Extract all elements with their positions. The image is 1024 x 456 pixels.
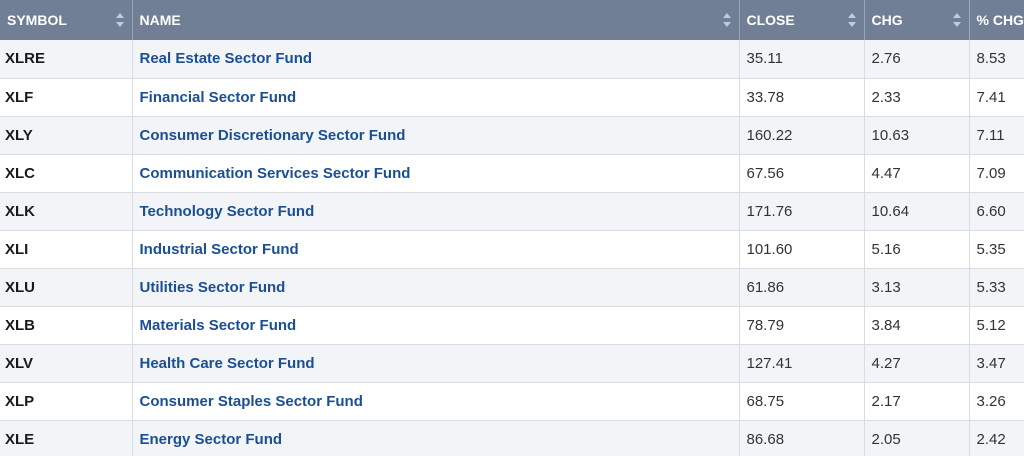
table-row: XLE Energy Sector Fund 86.68 2.05 2.42 bbox=[0, 420, 1024, 456]
fund-name-link[interactable]: Technology Sector Fund bbox=[139, 202, 315, 220]
table-row: XLF Financial Sector Fund 33.78 2.33 7.4… bbox=[0, 78, 1024, 117]
pct-chg-cell: 2.42 bbox=[969, 420, 1024, 456]
name-cell: Financial Sector Fund bbox=[132, 78, 740, 117]
pct-chg-cell: 5.35 bbox=[969, 230, 1024, 269]
close-cell: 33.78 bbox=[739, 78, 865, 117]
sort-arrows-icon[interactable] bbox=[115, 13, 124, 27]
pct-chg-cell: 3.47 bbox=[969, 344, 1024, 383]
fund-name-link[interactable]: Consumer Discretionary Sector Fund bbox=[139, 126, 406, 144]
column-header-close[interactable]: CLOSE bbox=[739, 0, 865, 40]
pct-chg-cell: 5.12 bbox=[969, 306, 1024, 345]
column-header-symbol[interactable]: SYMBOL bbox=[0, 0, 133, 40]
close-cell: 35.11 bbox=[739, 40, 865, 79]
fund-name-link[interactable]: Real Estate Sector Fund bbox=[139, 50, 313, 68]
name-cell: Materials Sector Fund bbox=[132, 306, 740, 345]
pct-chg-cell: 8.53 bbox=[969, 40, 1024, 79]
sort-arrows-icon[interactable] bbox=[952, 13, 961, 27]
symbol-cell: XLK bbox=[0, 192, 133, 231]
symbol-cell: XLI bbox=[0, 230, 133, 269]
chg-cell: 3.84 bbox=[864, 306, 970, 345]
chg-cell: 2.05 bbox=[864, 420, 970, 456]
name-cell: Technology Sector Fund bbox=[132, 192, 740, 231]
symbol-cell: XLC bbox=[0, 154, 133, 193]
fund-name-link[interactable]: Materials Sector Fund bbox=[139, 316, 297, 334]
close-cell: 67.56 bbox=[739, 154, 865, 193]
close-cell: 171.76 bbox=[739, 192, 865, 231]
chg-cell: 2.17 bbox=[864, 382, 970, 421]
name-cell: Communication Services Sector Fund bbox=[132, 154, 740, 193]
table-row: XLU Utilities Sector Fund 61.86 3.13 5.3… bbox=[0, 268, 1024, 307]
chg-cell: 10.64 bbox=[864, 192, 970, 231]
symbol-cell: XLB bbox=[0, 306, 133, 345]
sort-arrows-icon[interactable] bbox=[722, 13, 731, 27]
table-row: XLI Industrial Sector Fund 101.60 5.16 5… bbox=[0, 230, 1024, 269]
table-header: SYMBOL NAME CLOSE CHG % CHG bbox=[0, 0, 1024, 40]
table-row: XLV Health Care Sector Fund 127.41 4.27 … bbox=[0, 344, 1024, 383]
pct-chg-cell: 5.33 bbox=[969, 268, 1024, 307]
column-header-pct-chg[interactable]: % CHG bbox=[969, 0, 1024, 40]
chg-cell: 2.33 bbox=[864, 78, 970, 117]
symbol-cell: XLF bbox=[0, 78, 133, 117]
fund-name-link[interactable]: Industrial Sector Fund bbox=[139, 240, 299, 258]
chg-cell: 4.47 bbox=[864, 154, 970, 193]
name-cell: Health Care Sector Fund bbox=[132, 344, 740, 383]
table-row: XLK Technology Sector Fund 171.76 10.64 … bbox=[0, 192, 1024, 231]
sort-arrows-icon[interactable] bbox=[847, 13, 856, 27]
name-cell: Industrial Sector Fund bbox=[132, 230, 740, 269]
symbol-cell: XLRE bbox=[0, 40, 133, 79]
column-header-name[interactable]: NAME bbox=[132, 0, 740, 40]
table-row: XLY Consumer Discretionary Sector Fund 1… bbox=[0, 116, 1024, 155]
table-row: XLP Consumer Staples Sector Fund 68.75 2… bbox=[0, 382, 1024, 421]
chg-cell: 4.27 bbox=[864, 344, 970, 383]
chg-cell: 3.13 bbox=[864, 268, 970, 307]
chg-cell: 10.63 bbox=[864, 116, 970, 155]
chg-cell: 5.16 bbox=[864, 230, 970, 269]
symbol-cell: XLV bbox=[0, 344, 133, 383]
fund-name-link[interactable]: Financial Sector Fund bbox=[139, 88, 297, 106]
close-cell: 127.41 bbox=[739, 344, 865, 383]
close-cell: 61.86 bbox=[739, 268, 865, 307]
name-cell: Consumer Staples Sector Fund bbox=[132, 382, 740, 421]
fund-name-link[interactable]: Health Care Sector Fund bbox=[139, 354, 315, 372]
symbol-cell: XLE bbox=[0, 420, 133, 456]
fund-name-link[interactable]: Communication Services Sector Fund bbox=[139, 164, 411, 182]
pct-chg-cell: 7.41 bbox=[969, 78, 1024, 117]
close-cell: 86.68 bbox=[739, 420, 865, 456]
column-header-name-label: NAME bbox=[139, 12, 181, 28]
pct-chg-cell: 6.60 bbox=[969, 192, 1024, 231]
table-row: XLB Materials Sector Fund 78.79 3.84 5.1… bbox=[0, 306, 1024, 345]
fund-name-link[interactable]: Utilities Sector Fund bbox=[139, 278, 286, 296]
chg-cell: 2.76 bbox=[864, 40, 970, 79]
table-row: XLRE Real Estate Sector Fund 35.11 2.76 … bbox=[0, 40, 1024, 79]
symbol-cell: XLY bbox=[0, 116, 133, 155]
column-header-chg[interactable]: CHG bbox=[864, 0, 970, 40]
name-cell: Real Estate Sector Fund bbox=[132, 40, 740, 79]
pct-chg-cell: 7.11 bbox=[969, 116, 1024, 155]
header-row: SYMBOL NAME CLOSE CHG % CHG bbox=[0, 0, 1024, 40]
pct-chg-cell: 7.09 bbox=[969, 154, 1024, 193]
name-cell: Energy Sector Fund bbox=[132, 420, 740, 456]
column-header-close-label: CLOSE bbox=[746, 12, 795, 28]
symbol-cell: XLU bbox=[0, 268, 133, 307]
close-cell: 160.22 bbox=[739, 116, 865, 155]
column-header-chg-label: CHG bbox=[871, 12, 903, 28]
fund-name-link[interactable]: Consumer Staples Sector Fund bbox=[139, 392, 363, 410]
table-row: XLC Communication Services Sector Fund 6… bbox=[0, 154, 1024, 193]
symbol-cell: XLP bbox=[0, 382, 133, 421]
table-body: XLRE Real Estate Sector Fund 35.11 2.76 … bbox=[0, 40, 1024, 456]
close-cell: 68.75 bbox=[739, 382, 865, 421]
pct-chg-cell: 3.26 bbox=[969, 382, 1024, 421]
name-cell: Consumer Discretionary Sector Fund bbox=[132, 116, 740, 155]
column-header-symbol-label: SYMBOL bbox=[7, 12, 67, 28]
close-cell: 101.60 bbox=[739, 230, 865, 269]
name-cell: Utilities Sector Fund bbox=[132, 268, 740, 307]
close-cell: 78.79 bbox=[739, 306, 865, 345]
fund-name-link[interactable]: Energy Sector Fund bbox=[139, 430, 283, 448]
column-header-pct-chg-label: % CHG bbox=[976, 12, 1024, 28]
